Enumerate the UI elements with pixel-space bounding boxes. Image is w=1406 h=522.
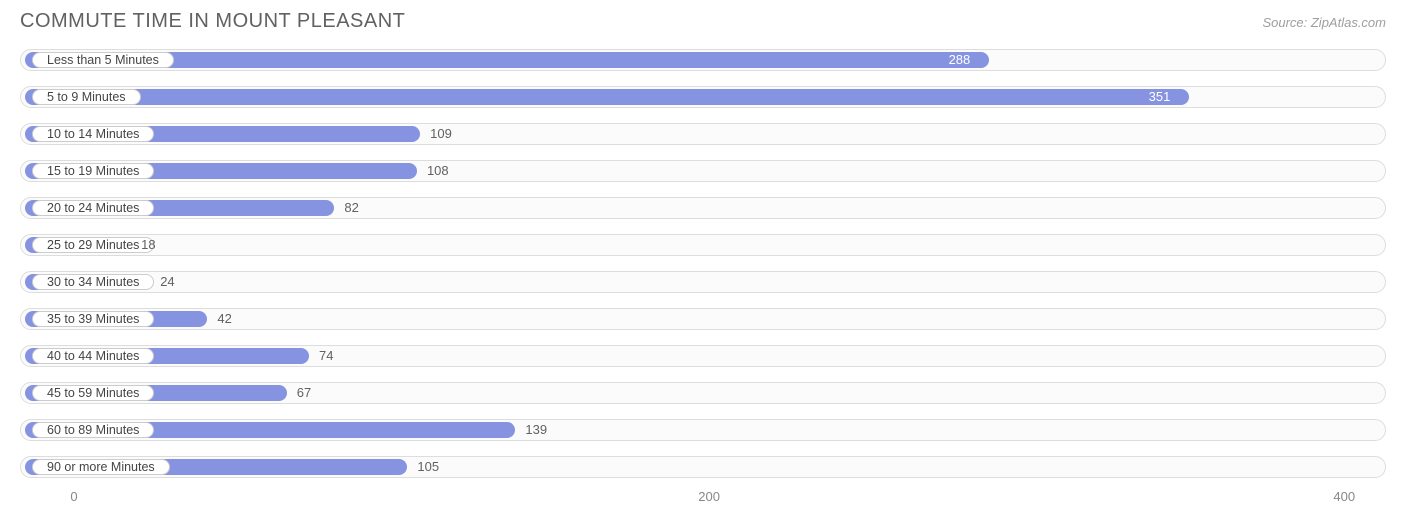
- category-pill: 15 to 19 Minutes: [32, 163, 154, 179]
- bar-row: 15 to 19 Minutes 108: [20, 156, 1386, 186]
- category-pill: 35 to 39 Minutes: [32, 311, 154, 327]
- category-pill: 60 to 89 Minutes: [32, 422, 154, 438]
- category-pill: 30 to 34 Minutes: [32, 274, 154, 290]
- category-pill: 25 to 29 Minutes: [32, 237, 154, 253]
- x-tick: 0: [70, 489, 77, 504]
- bar-row: 35 to 39 Minutes 42: [20, 304, 1386, 334]
- source-name: ZipAtlas.com: [1311, 15, 1386, 30]
- value-label: 139: [525, 422, 547, 438]
- value-label: 108: [427, 163, 449, 179]
- chart-title: COMMUTE TIME IN MOUNT PLEASANT: [20, 10, 405, 33]
- chart-area: Less than 5 Minutes 288 5 to 9 Minutes 351 1…: [0, 39, 1406, 519]
- bar-row: 10 to 14 Minutes 109: [20, 119, 1386, 149]
- value-label: 288: [949, 52, 971, 68]
- value-label: 24: [160, 274, 174, 290]
- value-label: 82: [344, 200, 358, 216]
- bar-row: 30 to 34 Minutes 24: [20, 267, 1386, 297]
- bar-row: Less than 5 Minutes 288: [20, 45, 1386, 75]
- bar-row: 60 to 89 Minutes 139: [20, 415, 1386, 445]
- chart-header: COMMUTE TIME IN MOUNT PLEASANT Source: Z…: [0, 0, 1406, 39]
- value-label: 74: [319, 348, 333, 364]
- value-label: 18: [141, 237, 155, 253]
- x-tick: 400: [1333, 489, 1355, 504]
- bar-fill: [25, 89, 1189, 105]
- category-pill: 5 to 9 Minutes: [32, 89, 141, 105]
- chart-source: Source: ZipAtlas.com: [1262, 15, 1386, 30]
- value-label: 351: [1149, 89, 1171, 105]
- bar-row: 90 or more Minutes 105: [20, 452, 1386, 482]
- bar-track: [20, 271, 1386, 293]
- category-pill: 45 to 59 Minutes: [32, 385, 154, 401]
- category-pill: 40 to 44 Minutes: [32, 348, 154, 364]
- category-pill: 10 to 14 Minutes: [32, 126, 154, 142]
- value-label: 67: [297, 385, 311, 401]
- value-label: 109: [430, 126, 452, 142]
- category-pill: 90 or more Minutes: [32, 459, 170, 475]
- bar-row: 5 to 9 Minutes 351: [20, 82, 1386, 112]
- bar-row: 25 to 29 Minutes18: [20, 230, 1386, 260]
- category-pill: 20 to 24 Minutes: [32, 200, 154, 216]
- x-tick: 200: [698, 489, 720, 504]
- bar-row: 45 to 59 Minutes 67: [20, 378, 1386, 408]
- value-label: 105: [417, 459, 439, 475]
- source-prefix: Source:: [1262, 15, 1310, 30]
- category-pill: Less than 5 Minutes: [32, 52, 174, 68]
- value-label: 42: [217, 311, 231, 327]
- bar-track: [20, 234, 1386, 256]
- x-axis: 0 200 400: [20, 489, 1386, 519]
- bar-row: 20 to 24 Minutes 82: [20, 193, 1386, 223]
- bar-row: 40 to 44 Minutes 74: [20, 341, 1386, 371]
